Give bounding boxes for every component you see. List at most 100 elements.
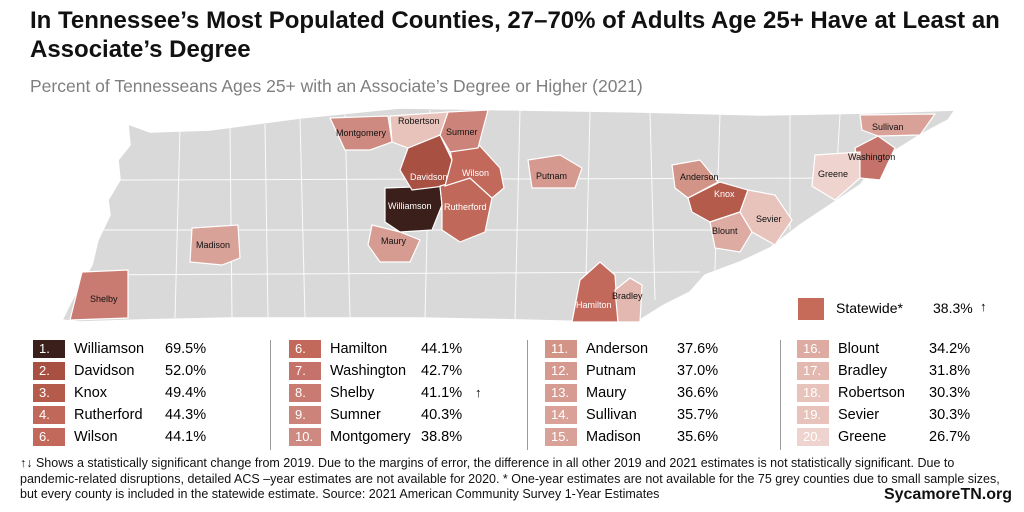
county-value: 37.0% <box>677 363 719 379</box>
county-value: 38.8% <box>421 429 463 445</box>
county-labels: Williamson Davidson Knox Rutherford Wils… <box>90 116 904 310</box>
county-shelby <box>69 269 129 321</box>
county-value: 44.1% <box>421 341 463 357</box>
county-name: Rutherford <box>74 407 143 423</box>
county-maury <box>367 224 421 263</box>
county-value: 30.3% <box>929 385 971 401</box>
rank-badge: 11. <box>545 340 577 358</box>
county-value: 69.5% <box>165 341 207 357</box>
legend-row: 2. Davidson 52.0% <box>33 360 253 382</box>
label-sumner: Sumner <box>446 127 478 137</box>
rank-badge: 18. <box>797 384 829 402</box>
statewide-arrow-icon: ↑ <box>980 299 987 314</box>
county-name: Putnam <box>586 363 636 379</box>
county-value: 30.3% <box>929 407 971 423</box>
county-value: 35.7% <box>677 407 719 423</box>
county-value: 44.1% <box>165 429 207 445</box>
county-name: Maury <box>586 385 627 401</box>
county-robertson <box>389 111 449 149</box>
county-name: Wilson <box>74 429 118 445</box>
rank-badge: 6. <box>289 340 321 358</box>
county-value: 44.3% <box>165 407 207 423</box>
legend-row: 18. Robertson 30.3% <box>797 382 1017 404</box>
chart-title: In Tennessee’s Most Populated Counties, … <box>30 7 1000 63</box>
label-robertson: Robertson <box>398 116 440 126</box>
rank-badge: 1. <box>33 340 65 358</box>
county-name: Madison <box>586 429 641 445</box>
footnote: ↑↓ Shows a statistically significant cha… <box>20 456 1000 501</box>
legend-row: 11. Anderson 37.6% <box>545 338 765 360</box>
legend-column-2: 6. Hamilton 44.1% 7. Washington 42.7% 8. Shelby… <box>289 338 509 448</box>
legend-row: 10. Montgomery 38.8% <box>289 426 509 448</box>
rank-badge: 14. <box>545 406 577 424</box>
county-name: Robertson <box>838 385 905 401</box>
legend-row: 12. Putnam 37.0% <box>545 360 765 382</box>
county-name: Washington <box>330 363 407 379</box>
rank-badge: 20. <box>797 428 829 446</box>
legend-row: 15. Madison 35.6% <box>545 426 765 448</box>
legend-divider <box>270 340 271 450</box>
label-knox: Knox <box>714 189 735 199</box>
rank-badge: 2. <box>33 362 65 380</box>
legend-row: 9. Sumner 40.3% <box>289 404 509 426</box>
legend-divider <box>780 340 781 450</box>
rank-badge: 13. <box>545 384 577 402</box>
county-name: Sumner <box>330 407 381 423</box>
label-rutherford: Rutherford <box>444 202 487 212</box>
rank-badge: 17. <box>797 362 829 380</box>
legend-column-1: 1. Williamson 69.5% 2. Davidson 52.0% 3. Knox 49… <box>33 338 253 448</box>
legend-row: 19. Sevier 30.3% <box>797 404 1017 426</box>
label-anderson: Anderson <box>680 172 719 182</box>
county-value: 41.1% <box>421 385 463 401</box>
label-montgomery: Montgomery <box>336 128 387 138</box>
county-value: 26.7% <box>929 429 971 445</box>
county-value: 37.6% <box>677 341 719 357</box>
county-name: Sevier <box>838 407 880 423</box>
county-name: Blount <box>838 341 880 357</box>
rank-badge: 7. <box>289 362 321 380</box>
county-value: 34.2% <box>929 341 971 357</box>
tennessee-state-shape <box>60 107 957 323</box>
rank-badge: 19. <box>797 406 829 424</box>
county-name: Bradley <box>838 363 888 379</box>
county-blount <box>709 211 753 253</box>
statewide-swatch <box>798 298 824 320</box>
label-davidson: Davidson <box>410 172 448 182</box>
up-arrow-icon: ↑ <box>475 385 482 400</box>
rank-badge: 8. <box>289 384 321 402</box>
county-bradley <box>614 277 643 323</box>
county-value: 52.0% <box>165 363 207 379</box>
label-greene: Greene <box>818 169 848 179</box>
legend-column-4: 16. Blount 34.2% 17. Bradley 31.8% 18. Robertso… <box>797 338 1017 448</box>
label-wilson: Wilson <box>462 168 489 178</box>
chart-subtitle: Percent of Tennesseans Ages 25+ with an … <box>30 76 643 96</box>
county-name: Shelby <box>330 385 375 401</box>
county-putnam <box>527 154 583 189</box>
rank-badge: 12. <box>545 362 577 380</box>
rank-badge: 15. <box>545 428 577 446</box>
legend-row: 17. Bradley 31.8% <box>797 360 1017 382</box>
legend-row: 14. Sullivan 35.7% <box>545 404 765 426</box>
label-williamson: Williamson <box>388 201 432 211</box>
county-value: 36.6% <box>677 385 719 401</box>
rank-badge: 4. <box>33 406 65 424</box>
county-name: Knox <box>74 385 108 401</box>
county-name: Davidson <box>74 363 135 379</box>
legend-row: 4. Rutherford 44.3% <box>33 404 253 426</box>
tennessee-county-map: Williamson Davidson Knox Rutherford Wils… <box>60 107 957 323</box>
legend-row: 13. Maury 36.6% <box>545 382 765 404</box>
brand-logo-text: SycamoreTN.org <box>883 486 1012 503</box>
legend-column-3: 11. Anderson 37.6% 12. Putnam 37.0% 13. Maury 36… <box>545 338 765 448</box>
label-sullivan: Sullivan <box>872 122 904 132</box>
county-value: 31.8% <box>929 363 971 379</box>
county-name: Montgomery <box>330 429 411 445</box>
legend-row: 8. Shelby 41.1% ↑ <box>289 382 509 404</box>
label-sevier: Sevier <box>756 214 782 224</box>
rank-badge: 6. <box>33 428 65 446</box>
rank-badge: 16. <box>797 340 829 358</box>
legend-divider <box>527 340 528 450</box>
county-value: 42.7% <box>421 363 463 379</box>
county-value: 40.3% <box>421 407 463 423</box>
county-madison <box>189 224 241 266</box>
legend-row: 16. Blount 34.2% <box>797 338 1017 360</box>
